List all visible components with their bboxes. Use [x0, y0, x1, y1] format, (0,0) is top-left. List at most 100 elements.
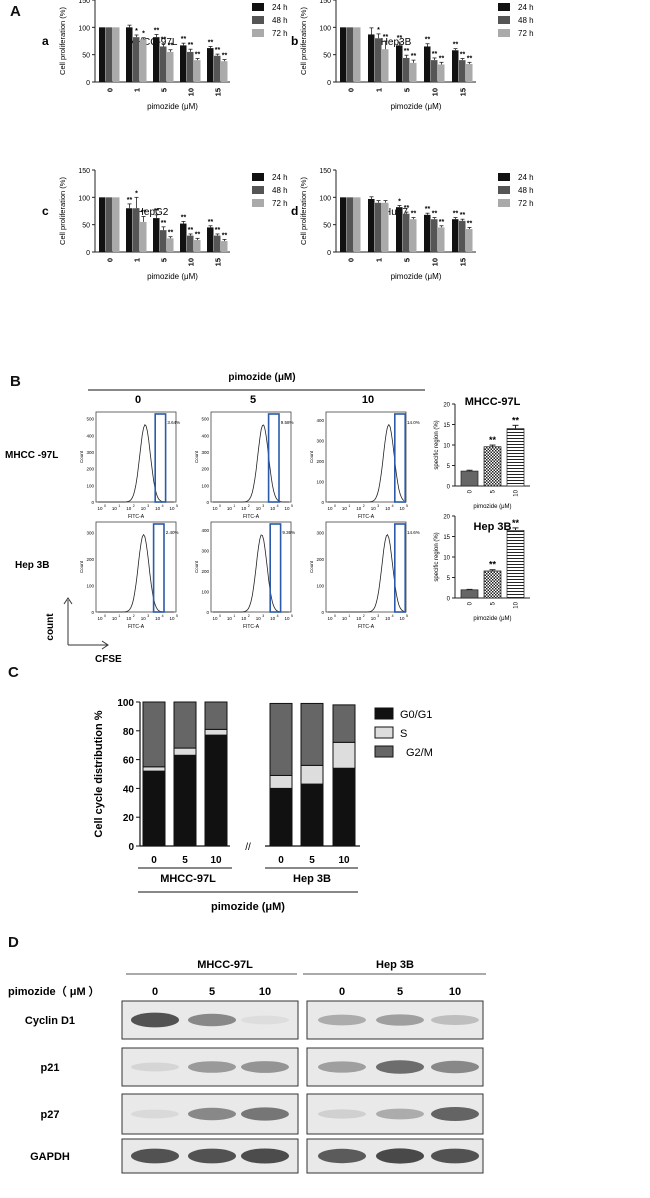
hist-xtick: 10	[212, 506, 218, 511]
bar	[452, 219, 459, 252]
hist-xtick-exp: 2	[363, 504, 365, 508]
stack-segment	[300, 702, 324, 766]
legend-label: 48 h	[272, 186, 288, 195]
x-tick-label: 10	[431, 258, 440, 266]
legend-swatch	[498, 16, 510, 24]
x-tick-label: 10	[210, 855, 222, 866]
x-axis-label: pimozide (μM)	[473, 504, 511, 510]
bar	[187, 235, 194, 252]
x-tick-label: 15	[214, 88, 223, 96]
hist-ytick: 300	[201, 549, 209, 554]
blot-band	[431, 1015, 479, 1025]
legend-swatch	[374, 707, 394, 720]
bar	[194, 239, 201, 252]
conc-label: 10	[362, 394, 374, 406]
significance-mark: **	[512, 518, 520, 528]
histogram-curve	[213, 424, 289, 503]
hist-ylabel: Count	[194, 450, 199, 463]
significance-mark: **	[161, 220, 167, 227]
lane-conc: 5	[397, 986, 403, 998]
hist-xtick: 10	[212, 616, 218, 621]
x-tick-label: 5	[182, 855, 188, 866]
hist-xtick: 10	[126, 506, 132, 511]
hist-xtick-exp: 0	[219, 504, 221, 508]
hist-xlabel: FITC-A	[128, 624, 145, 630]
hist-xtick-exp: 1	[233, 504, 235, 508]
lane-conc: 0	[339, 986, 345, 998]
legend-swatch	[252, 186, 264, 194]
significance-mark: **	[439, 55, 445, 62]
blot-band	[188, 1148, 236, 1164]
blot-row-label: GAPDH	[30, 1151, 70, 1163]
y-tick-label: 100	[78, 195, 90, 202]
stack-segment	[173, 701, 197, 749]
bar	[368, 198, 375, 252]
hist-ytick: 200	[201, 467, 209, 472]
bar	[382, 202, 389, 252]
bar	[382, 49, 389, 82]
chart-B-MHCC: MHCC-97L 0 5 10 15 20 specific region (%) 0 ** 5 *…	[434, 396, 530, 510]
x-tick-label: 10	[187, 258, 196, 266]
bar	[466, 229, 473, 252]
legend-swatch	[498, 29, 510, 37]
stack-segment	[204, 701, 228, 730]
y-tick-label: 0	[128, 842, 134, 853]
y-tick-label: 100	[319, 25, 331, 32]
significance-mark: **	[188, 42, 194, 49]
hist-ytick: 400	[201, 528, 209, 533]
significance-mark: **	[467, 55, 473, 62]
significance-mark: **	[195, 231, 201, 238]
bar	[438, 227, 445, 252]
bar	[113, 27, 120, 82]
hist-ytick: 0	[321, 500, 324, 505]
chart-d: dHuh7050100150Cell proliferation (%)01**…	[291, 168, 534, 281]
hist-xtick-exp: 4	[392, 504, 394, 508]
significance-mark: **	[208, 219, 214, 226]
x-tick-label: 10	[514, 601, 520, 608]
chart-letter: d	[291, 204, 298, 218]
stack-segment	[142, 701, 166, 768]
hist-xtick-exp: 5	[291, 504, 293, 508]
x-axis-label: pimozide (μM)	[473, 616, 511, 622]
hist-xtick-exp: 1	[118, 504, 120, 508]
hist-ylabel: Count	[79, 560, 84, 573]
bar	[153, 37, 160, 82]
bar	[221, 61, 228, 82]
bar	[403, 213, 410, 252]
y-tick-label: 20	[123, 813, 135, 824]
y-tick-label: 10	[443, 444, 450, 450]
blot-band	[131, 1012, 179, 1028]
cfse-arrowhead	[101, 640, 109, 650]
blot-band	[376, 1014, 424, 1026]
bar	[207, 227, 214, 252]
count-arrowhead	[63, 597, 73, 605]
bar	[153, 218, 160, 252]
hist-xtick: 10	[399, 616, 405, 621]
bar	[466, 63, 473, 82]
hist-xtick: 10	[327, 506, 333, 511]
significance-mark: **	[439, 219, 445, 226]
bar	[99, 197, 106, 252]
bar	[106, 197, 113, 252]
y-tick-label: 0	[327, 80, 331, 87]
legend-swatch	[252, 3, 264, 11]
y-tick-label: 60	[123, 756, 135, 767]
chart-title: Hep 3B	[474, 521, 512, 533]
blot-band	[241, 1061, 289, 1073]
histogram-curve	[213, 534, 289, 613]
hist-xtick: 10	[356, 506, 362, 511]
legend-swatch	[498, 199, 510, 207]
y-tick-label: 0	[86, 80, 90, 87]
bar	[140, 221, 147, 252]
gate-percent: 2.40%	[166, 530, 179, 535]
lane-conc: 10	[449, 986, 461, 998]
hist-xtick-exp: 3	[377, 504, 379, 508]
legend-label: 24 h	[272, 173, 288, 182]
y-axis-label: Cell proliferation (%)	[299, 177, 308, 245]
hist-xtick-exp: 1	[233, 614, 235, 618]
blot-row-label: Cyclin D1	[25, 1015, 75, 1027]
